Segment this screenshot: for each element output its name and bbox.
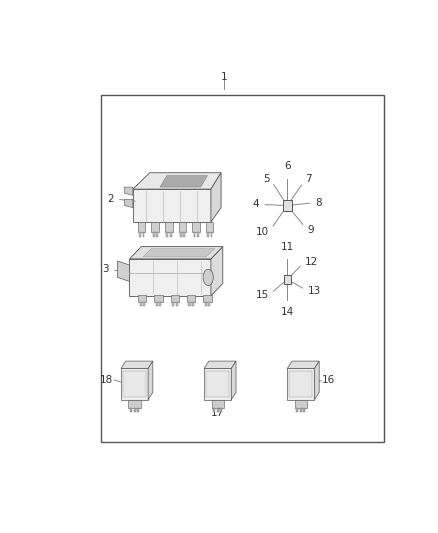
Polygon shape <box>148 361 153 400</box>
Bar <box>156 302 158 306</box>
Bar <box>170 295 179 302</box>
Bar <box>137 408 139 412</box>
Bar <box>139 232 141 237</box>
Bar <box>283 200 292 211</box>
Bar <box>213 408 215 412</box>
Text: 11: 11 <box>281 243 294 252</box>
Text: 2: 2 <box>107 193 135 204</box>
Bar <box>206 222 213 232</box>
Bar <box>180 232 182 237</box>
Polygon shape <box>314 361 319 400</box>
Text: 10: 10 <box>256 227 269 237</box>
Bar <box>297 408 298 412</box>
Text: 5: 5 <box>263 174 270 184</box>
Bar <box>197 232 199 237</box>
Bar <box>128 400 141 408</box>
Bar <box>194 232 195 237</box>
Bar <box>159 302 161 306</box>
Bar <box>290 371 312 397</box>
Bar <box>184 232 185 237</box>
Bar <box>166 232 168 237</box>
Bar <box>101 95 384 441</box>
Bar <box>287 368 314 400</box>
Text: 18: 18 <box>100 375 113 385</box>
Bar <box>134 408 135 412</box>
Bar <box>303 408 305 412</box>
Bar <box>192 302 194 306</box>
Bar <box>300 408 302 412</box>
Bar <box>206 371 229 397</box>
Text: 13: 13 <box>307 286 321 296</box>
Bar <box>143 302 145 306</box>
Bar <box>211 232 212 237</box>
Polygon shape <box>124 199 133 207</box>
Bar <box>121 368 148 400</box>
Polygon shape <box>124 187 133 195</box>
Bar <box>152 222 159 232</box>
Polygon shape <box>211 173 221 222</box>
Polygon shape <box>133 173 221 189</box>
Bar <box>217 408 219 412</box>
Bar <box>165 222 173 232</box>
Bar <box>207 232 209 237</box>
Bar <box>138 222 145 232</box>
Bar <box>203 295 212 302</box>
Polygon shape <box>129 259 211 296</box>
Bar <box>295 400 307 408</box>
Polygon shape <box>160 175 208 187</box>
Polygon shape <box>231 361 236 400</box>
Text: 16: 16 <box>322 375 336 385</box>
Text: 1: 1 <box>221 72 228 83</box>
Polygon shape <box>121 361 153 368</box>
Polygon shape <box>204 361 236 368</box>
Bar <box>205 302 207 306</box>
Bar <box>154 295 162 302</box>
Text: 6: 6 <box>284 161 290 172</box>
Bar <box>143 232 145 237</box>
Bar <box>156 232 158 237</box>
Bar <box>179 222 186 232</box>
Text: 8: 8 <box>315 198 322 207</box>
Bar <box>220 408 222 412</box>
Bar <box>187 295 195 302</box>
Bar <box>204 368 231 400</box>
Bar <box>208 302 210 306</box>
Polygon shape <box>287 361 319 368</box>
Polygon shape <box>211 247 223 296</box>
Text: 17: 17 <box>211 408 224 418</box>
Bar <box>192 222 200 232</box>
Text: 12: 12 <box>304 257 318 267</box>
Bar <box>153 232 155 237</box>
Text: 15: 15 <box>256 290 269 300</box>
Bar <box>283 275 291 284</box>
Text: 9: 9 <box>307 224 314 235</box>
Bar <box>170 232 172 237</box>
Polygon shape <box>117 261 129 281</box>
Polygon shape <box>143 248 215 257</box>
Bar <box>123 371 146 397</box>
Text: 3: 3 <box>102 264 129 274</box>
Bar <box>130 408 132 412</box>
Bar <box>176 302 178 306</box>
Bar <box>172 302 174 306</box>
Bar <box>140 302 141 306</box>
Bar <box>138 295 146 302</box>
Text: 4: 4 <box>252 199 259 209</box>
Text: 14: 14 <box>281 306 294 317</box>
Polygon shape <box>133 189 211 222</box>
Ellipse shape <box>203 269 213 286</box>
Bar <box>212 400 224 408</box>
Bar <box>188 302 191 306</box>
Text: 7: 7 <box>305 174 312 184</box>
Polygon shape <box>129 247 223 259</box>
